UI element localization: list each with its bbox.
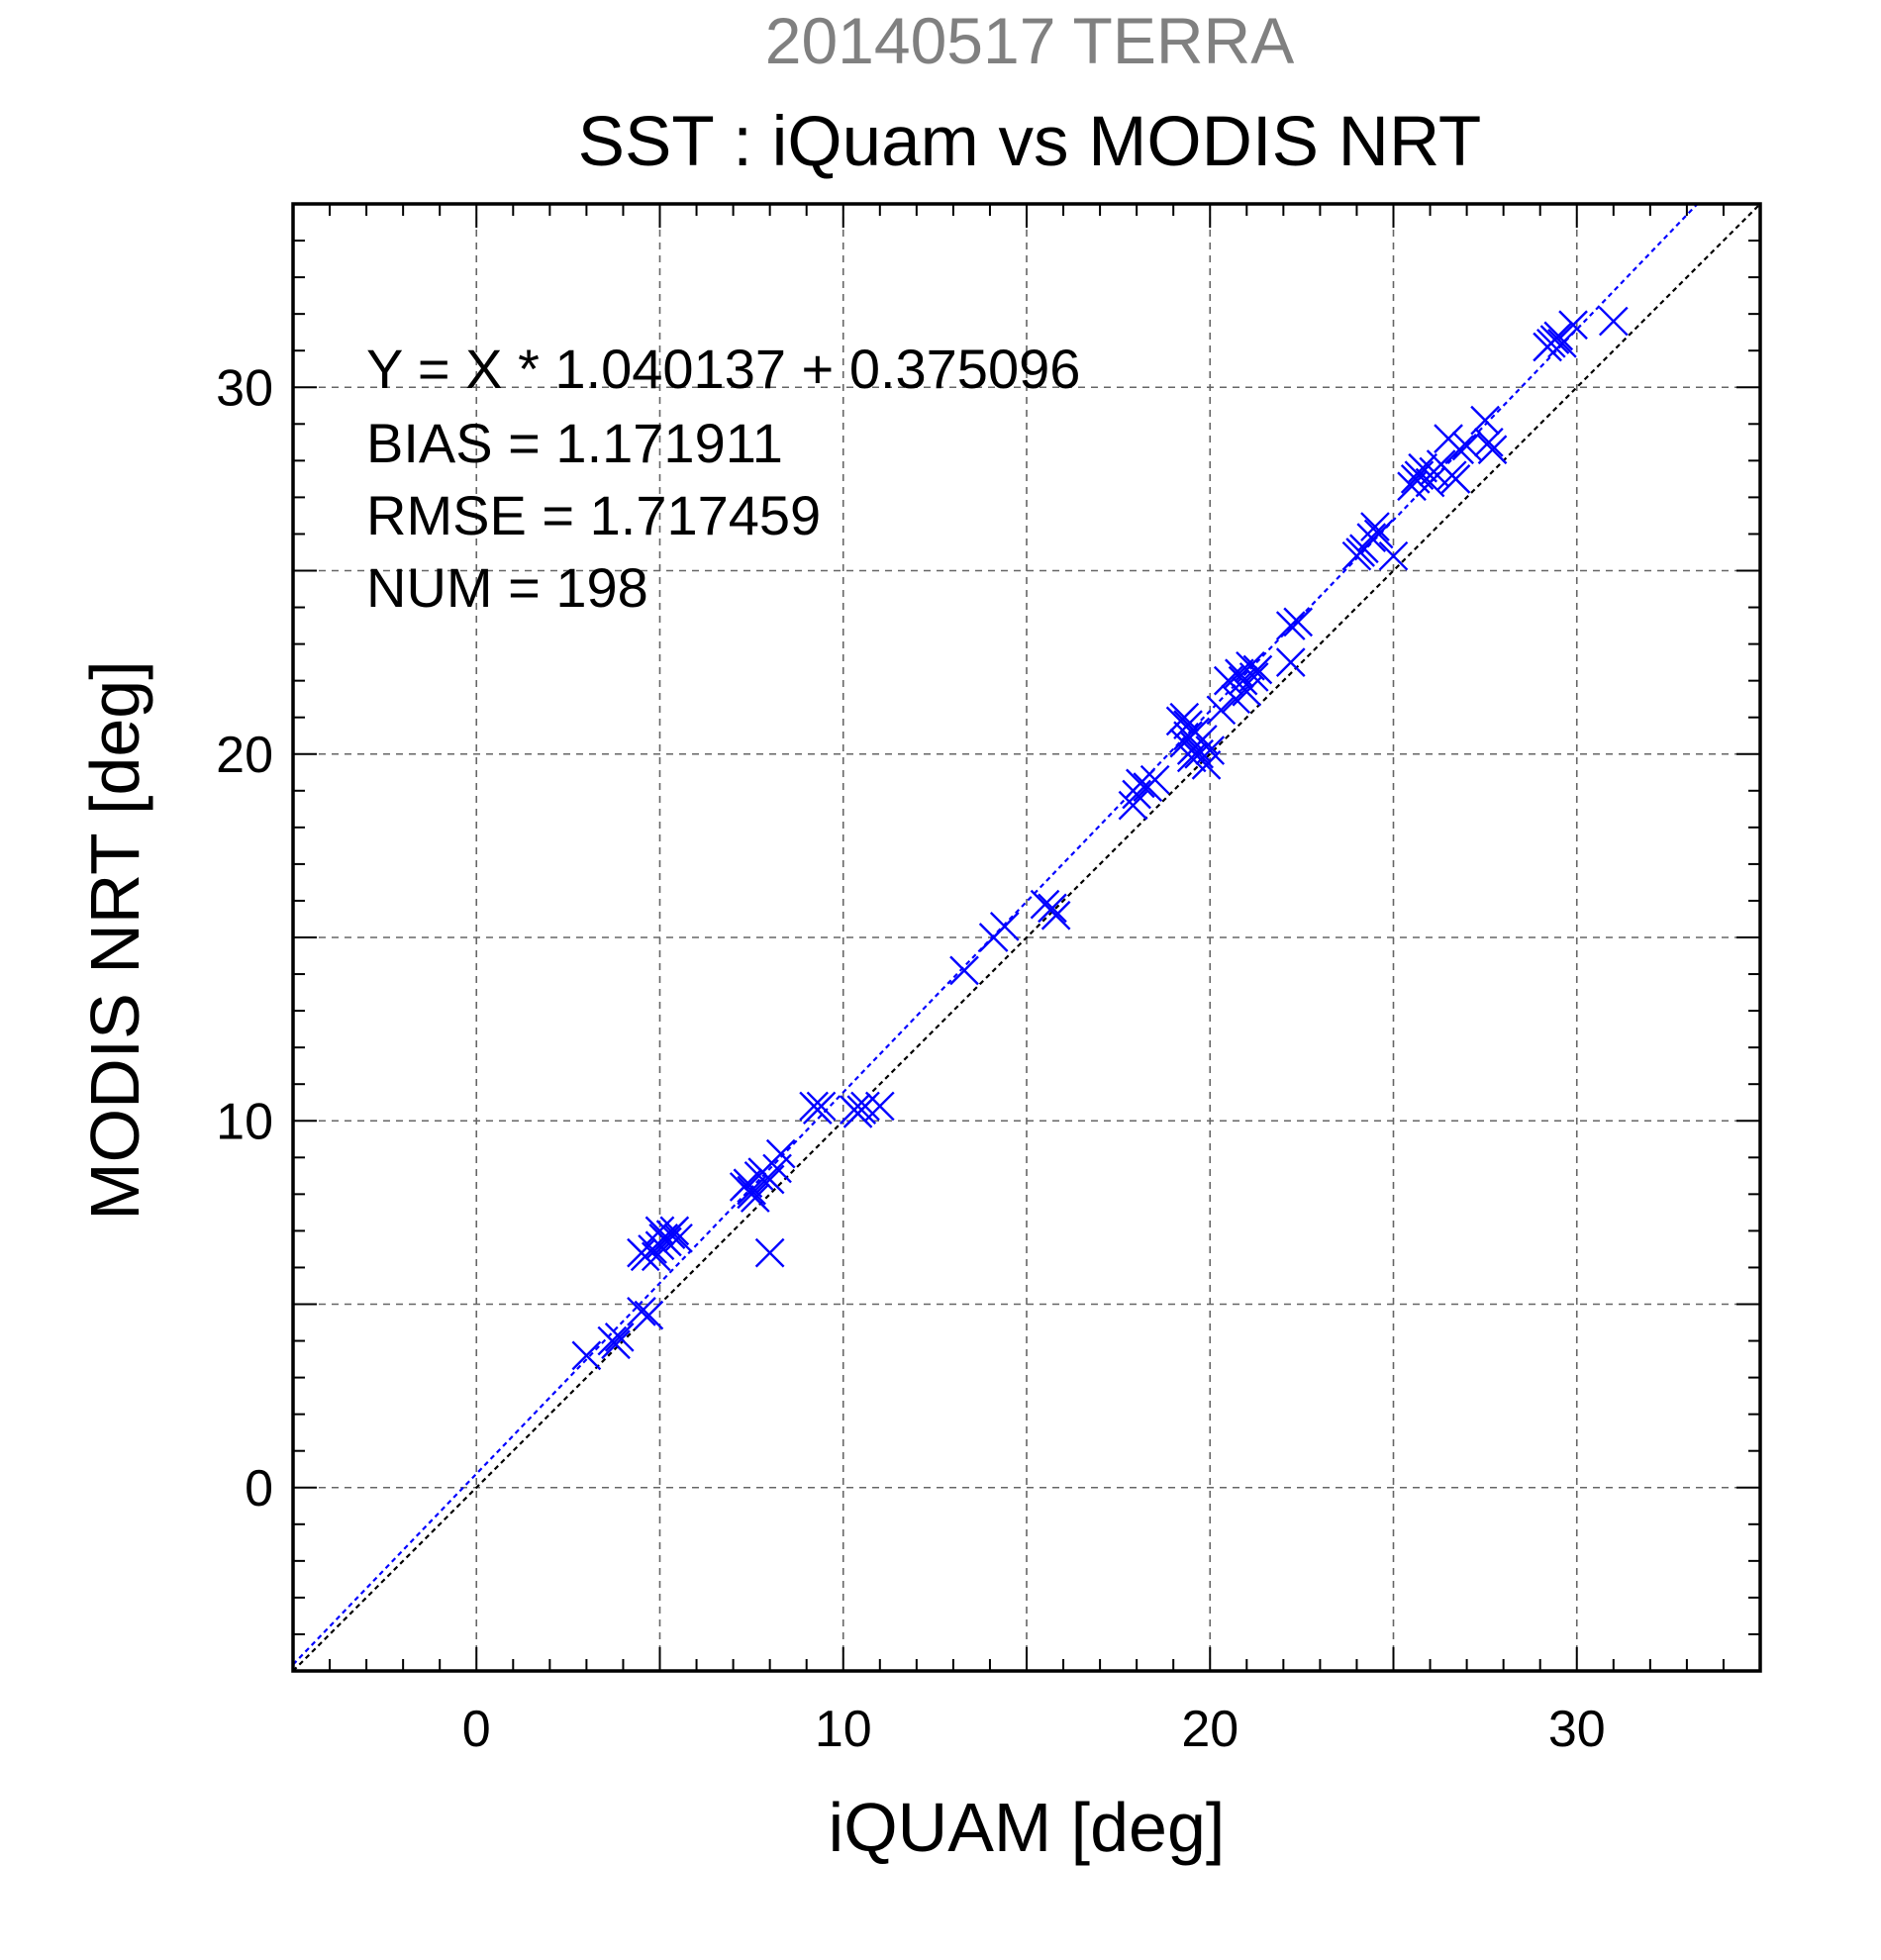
data-point <box>1118 790 1148 821</box>
data-point <box>806 1091 837 1122</box>
data-point <box>737 1179 766 1210</box>
stat-line-bias: BIAS = 1.171911 <box>366 412 783 474</box>
y-tick-label: 0 <box>245 1460 273 1518</box>
x-tick-label: 30 <box>1548 1701 1606 1758</box>
data-point <box>1236 650 1265 681</box>
y-tick-label: 10 <box>216 1093 273 1150</box>
data-point <box>663 1223 693 1253</box>
data-point <box>949 955 979 986</box>
data-point <box>737 1175 766 1206</box>
data-point <box>1040 900 1071 931</box>
data-points <box>571 306 1629 1371</box>
data-point <box>989 912 1020 941</box>
data-point <box>1176 742 1207 773</box>
data-point <box>601 1329 631 1360</box>
data-point <box>1598 306 1629 337</box>
data-point <box>1195 735 1226 765</box>
data-point <box>850 1091 880 1122</box>
data-point <box>1444 435 1475 465</box>
y-tick-label: 30 <box>216 359 273 417</box>
y-tick-label: 20 <box>216 727 273 784</box>
data-point <box>1275 647 1306 677</box>
x-axis-label: iQUAM [deg] <box>829 1789 1226 1866</box>
data-point <box>1242 654 1273 685</box>
data-point <box>627 1297 656 1326</box>
data-point <box>1232 676 1262 707</box>
data-point <box>604 1322 635 1352</box>
data-point <box>765 1138 796 1169</box>
stat-line-rmse: RMSE = 1.717459 <box>366 484 821 546</box>
data-point <box>1415 467 1445 498</box>
data-point <box>1169 702 1200 733</box>
data-point <box>1356 523 1387 553</box>
data-point <box>571 1340 602 1371</box>
data-point <box>644 1216 675 1246</box>
y-axis-label: MODIS NRT [deg] <box>76 660 153 1220</box>
stat-line-fit: Y = X * 1.040137 + 0.375096 <box>366 338 1080 400</box>
x-tick-label: 0 <box>462 1701 491 1758</box>
plot-frame <box>291 202 1762 1673</box>
data-point <box>1408 452 1437 483</box>
data-point <box>1038 893 1067 924</box>
data-point <box>1228 665 1258 696</box>
data-point <box>634 1300 664 1330</box>
chart-supertitle: 20140517 TERRA <box>765 4 1294 77</box>
x-tick-label: 20 <box>1181 1701 1238 1758</box>
data-point <box>1283 607 1314 637</box>
data-point <box>864 1091 895 1122</box>
data-point <box>1378 540 1409 571</box>
data-point <box>659 1216 690 1246</box>
data-point <box>1477 435 1508 465</box>
data-point <box>754 1237 785 1268</box>
data-point <box>1558 310 1588 341</box>
data-point <box>1543 321 1574 351</box>
data-point <box>1440 464 1471 494</box>
data-point <box>1238 662 1269 692</box>
data-point <box>1360 512 1390 541</box>
x-tick-label: 10 <box>815 1701 872 1758</box>
stat-line-num: NUM = 198 <box>366 556 648 619</box>
data-point <box>1473 427 1504 457</box>
grid-lines <box>293 204 1760 1671</box>
data-point <box>1206 695 1237 726</box>
data-point <box>1363 519 1394 549</box>
data-point <box>1139 764 1170 795</box>
chart-title: SST : iQuam vs MODIS NRT <box>578 103 1482 181</box>
data-point <box>1275 611 1306 640</box>
stats-box: Y = X * 1.040137 + 0.375096 BIAS = 1.171… <box>366 338 1080 619</box>
data-point <box>1547 328 1577 358</box>
identity-line <box>292 203 1761 1672</box>
data-point <box>641 1241 671 1272</box>
tick-labels: 0 10 20 30 0 10 20 30 <box>216 359 1606 1758</box>
